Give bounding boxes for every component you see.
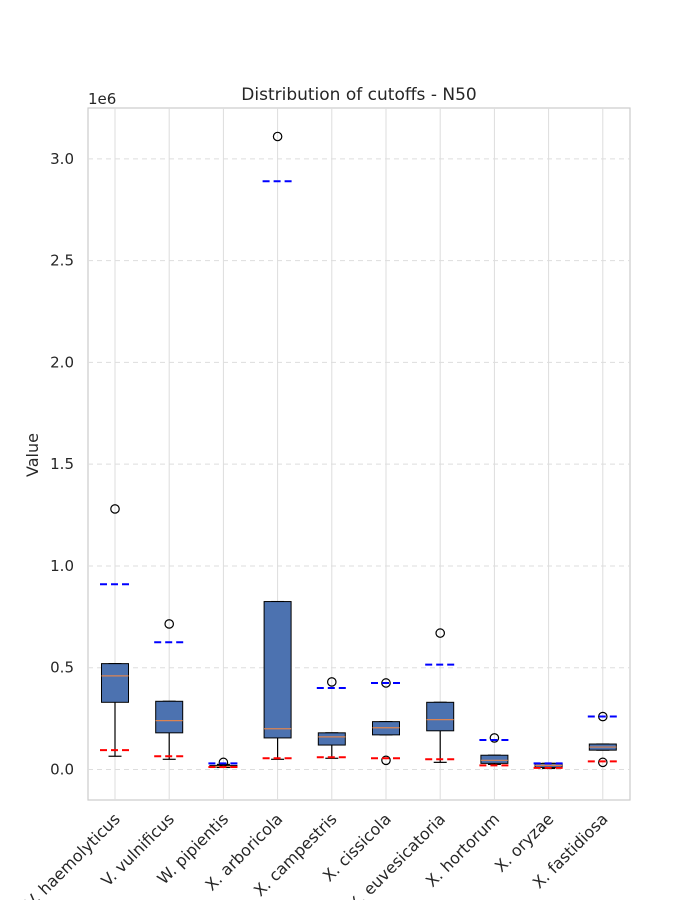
plot-frame: [87, 107, 631, 801]
y-tick-label: 2.5: [50, 252, 74, 270]
y-tick-label: 2.0: [50, 353, 74, 371]
outlier-point: [110, 504, 120, 514]
box: [480, 754, 509, 764]
y-tick-label: 1.5: [50, 455, 74, 473]
outlier-point: [597, 757, 608, 768]
box: [317, 732, 346, 746]
y-axis-scale-label: 1e6: [88, 90, 116, 108]
outlier-point: [489, 733, 500, 743]
outlier-point: [272, 131, 283, 142]
box: [155, 700, 184, 734]
chart-title: Distribution of cutoffs - N50: [241, 85, 476, 105]
y-tick-label: 3.0: [50, 150, 74, 168]
outlier-point: [164, 619, 174, 629]
y-axis-label: Value: [23, 433, 42, 477]
outlier-point: [435, 628, 445, 638]
y-tick-label: 1.0: [50, 557, 74, 575]
outlier-point: [597, 711, 608, 722]
outlier-point: [381, 678, 391, 688]
y-tick-label: 0.0: [50, 760, 74, 778]
box: [263, 601, 292, 739]
box: [101, 663, 129, 703]
outlier-point: [326, 677, 337, 687]
y-tick-label: 0.5: [50, 659, 74, 677]
box: [426, 701, 455, 732]
outlier-point: [381, 755, 391, 766]
